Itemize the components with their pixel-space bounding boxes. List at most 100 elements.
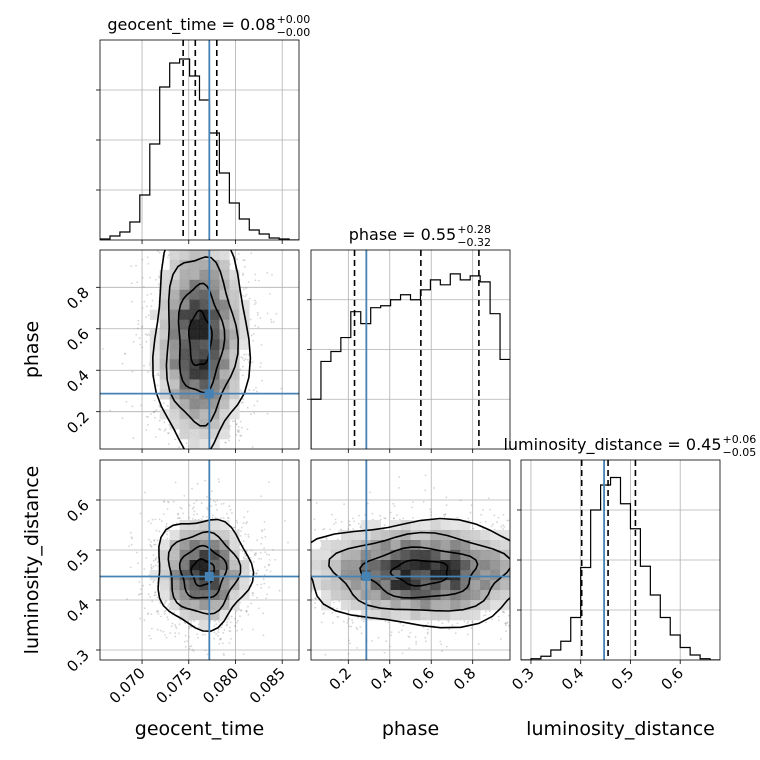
scatter-point [515, 574, 517, 576]
scatter-point [555, 537, 557, 539]
scatter-point [526, 594, 528, 596]
scatter-point [170, 625, 173, 627]
scatter-point [163, 501, 166, 503]
density-cell [159, 309, 170, 320]
scatter-point [239, 615, 241, 618]
scatter-point [163, 429, 166, 432]
density-cell [189, 250, 200, 261]
scatter-point [164, 468, 166, 470]
scatter-point [239, 434, 242, 437]
scatter-point [167, 256, 169, 259]
density-cell [209, 419, 220, 430]
scatter-point [228, 243, 230, 245]
title-lower-error: −0.05 [723, 446, 757, 459]
density-cell [219, 299, 230, 310]
scatter-point [213, 637, 216, 640]
scatter-point [154, 557, 157, 560]
scatter-point [227, 517, 230, 519]
scatter-point [181, 474, 183, 476]
scatter-point [165, 525, 168, 528]
scatter-point [130, 265, 133, 267]
scatter-point [218, 642, 221, 645]
density-cell [199, 269, 210, 281]
scatter-point [240, 391, 243, 393]
density-cell [179, 279, 190, 291]
density-cell [179, 269, 190, 281]
histogram-bin [690, 655, 700, 660]
scatter-point [443, 516, 446, 518]
scatter-point [306, 565, 308, 567]
scatter-point [190, 622, 193, 625]
scatter-point [206, 506, 208, 509]
scatter-point [195, 499, 198, 502]
scatter-point [258, 558, 260, 560]
density-cell [219, 429, 230, 440]
scatter-point [171, 622, 174, 625]
scatter-point [293, 587, 295, 589]
scatter-point [192, 650, 195, 652]
scatter-point [154, 564, 157, 567]
scatter-point [153, 411, 156, 414]
histogram-bin [239, 219, 249, 240]
scatter-point [505, 630, 507, 633]
scatter-point [150, 564, 153, 566]
scatter-point [131, 300, 133, 303]
scatter-point [224, 441, 227, 444]
scatter-point [356, 647, 358, 649]
histogram-bin [541, 656, 551, 660]
truth-marker [204, 572, 214, 581]
density-cell [209, 429, 220, 440]
density-cell [149, 359, 160, 370]
scatter-point [157, 374, 160, 377]
density-cell [229, 369, 240, 380]
scatter-point [143, 285, 145, 288]
scatter-point [182, 457, 184, 459]
scatter-point [305, 610, 307, 612]
scatter-point [152, 559, 155, 562]
scatter-point [241, 628, 243, 631]
scatter-point [266, 312, 269, 315]
scatter-point [269, 293, 271, 295]
scatter-point [535, 525, 537, 527]
scatter-point [251, 463, 253, 465]
histogram-bin [130, 222, 140, 240]
scatter-point [245, 611, 248, 613]
scatter-point [157, 610, 160, 612]
scatter-point [237, 431, 240, 433]
scatter-point [167, 443, 170, 445]
scatter-point [234, 617, 237, 620]
scatter-point [154, 558, 157, 561]
scatter-point [496, 521, 498, 523]
density-cell [199, 409, 210, 420]
scatter-point [166, 404, 169, 407]
scatter-point [242, 653, 245, 655]
histogram-bin [200, 100, 210, 240]
scatter-point [164, 612, 166, 615]
scatter-point [537, 573, 539, 575]
scatter-point [169, 473, 171, 475]
scatter-point [244, 555, 247, 557]
scatter-point [301, 570, 303, 572]
scatter-point [242, 274, 244, 276]
scatter-point [130, 536, 133, 539]
scatter-point [150, 293, 153, 295]
scatter-point [196, 513, 199, 515]
scatter-point [141, 258, 144, 261]
scatter-point [422, 626, 425, 629]
scatter-point [497, 516, 500, 519]
density-cell [159, 299, 170, 310]
scatter-point [124, 353, 127, 355]
scatter-point [519, 588, 521, 590]
scatter-point [229, 630, 232, 632]
scatter-point [255, 387, 257, 389]
density-cell [189, 269, 200, 281]
density-geocent_time-luminosity_distance [100, 460, 299, 660]
density-cell [239, 299, 250, 310]
scatter-point [150, 370, 153, 372]
scatter-point [548, 542, 550, 544]
density-cell [219, 269, 230, 281]
scatter-point [253, 303, 256, 305]
scatter-point [145, 557, 148, 559]
scatter-point [240, 609, 243, 612]
density-cell [229, 339, 240, 350]
